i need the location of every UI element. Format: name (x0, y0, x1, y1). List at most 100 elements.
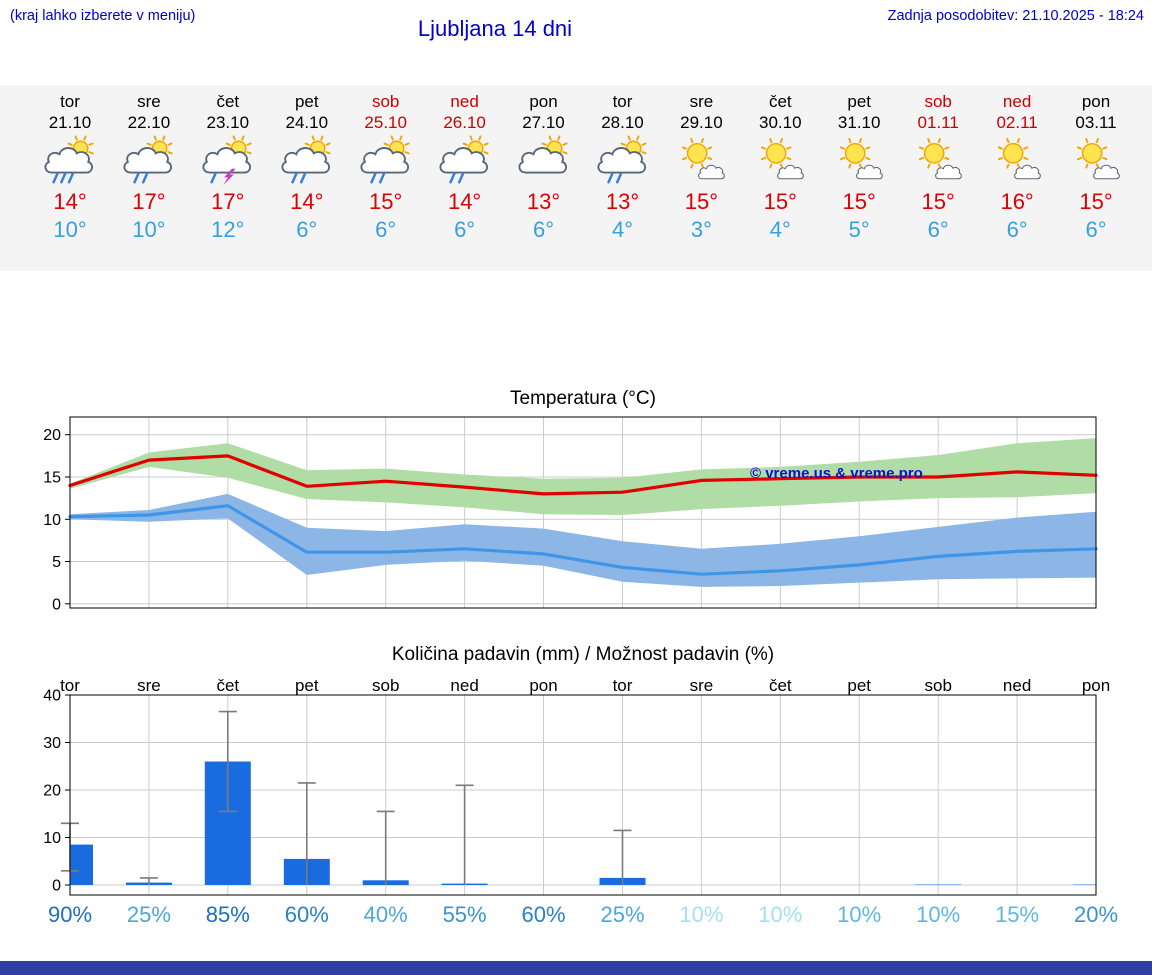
precip-probability: 20% (1073, 902, 1119, 927)
precip-probability: 15% (995, 902, 1040, 927)
max-temperature: 15° (921, 189, 955, 214)
temperature-chart-title: Temperatura (°C) (510, 388, 656, 409)
day-name: čet (768, 92, 792, 111)
day-date: 25.10 (364, 113, 407, 132)
day-date: 31.10 (837, 113, 881, 132)
min-temperature: 4° (611, 217, 634, 242)
precip-probability: 60% (284, 902, 329, 927)
day-column[interactable]: tor 21.10 14° 10° (28, 85, 112, 242)
precip-day-label: sob (372, 676, 399, 695)
sun-cloud-light-rain-icon (581, 135, 665, 187)
svg-text:20: 20 (43, 783, 61, 800)
mostly-sunny-icon (738, 135, 822, 187)
svg-text:10: 10 (43, 830, 61, 847)
day-name: pon (529, 92, 558, 111)
min-temperature: 3° (690, 217, 712, 242)
day-column[interactable]: sob 25.10 15° 6° (344, 85, 428, 242)
min-temperature: 10° (132, 217, 166, 242)
max-temperature: 15° (842, 189, 876, 214)
precip-probability: 40% (363, 902, 408, 927)
day-name: sob (924, 92, 952, 111)
min-temperature: 6° (375, 217, 397, 242)
precip-probability-row: 90% 25% 85% 60% 40% 55% 60% 25% 10% 10% 10% 10% 15% 2… (0, 902, 1152, 932)
day-column[interactable]: pet 31.10 15° 5° (817, 85, 901, 242)
precip-bar (1073, 884, 1096, 885)
day-name: ned (450, 92, 479, 111)
day-column[interactable]: čet 23.10 17° 12° (186, 85, 270, 242)
day-name: sob (371, 92, 400, 111)
precip-probability: 10% (758, 902, 803, 927)
day-date: 28.10 (601, 113, 644, 132)
mostly-sunny-icon (817, 135, 901, 187)
max-temperature: 14° (290, 189, 324, 214)
precip-day-label: sob (924, 676, 951, 695)
sun-cloud-light-rain-icon (107, 135, 191, 187)
day-column[interactable]: čet 30.10 15° 4° (738, 85, 822, 242)
precip-probability: 10% (837, 902, 882, 927)
precip-probability: 60% (521, 902, 566, 927)
svg-text:15: 15 (43, 470, 61, 487)
day-name: tor (612, 92, 633, 111)
day-date: 22.10 (127, 113, 171, 132)
max-temperature: 13° (605, 189, 640, 214)
min-temp-line (68, 504, 1098, 576)
svg-text:40: 40 (43, 688, 61, 705)
precip-chart-title: Količina padavin (mm) / Možnost padavin … (391, 644, 775, 665)
precip-day-label: čet (769, 676, 792, 695)
min-temperature: 12° (211, 217, 245, 242)
min-temperature: 6° (927, 217, 949, 242)
day-column[interactable]: pon 27.10 13° 6° (502, 85, 586, 242)
temperature-chart: 0 5 10 15 20 © vreme.us & vreme.pro (43, 416, 1098, 613)
mostly-sunny-icon (975, 135, 1059, 187)
svg-text:10: 10 (43, 512, 61, 529)
precip-day-label: ned (1003, 676, 1031, 695)
last-update: Zadnja posodobitev: 21.10.2025 - 18:24 (887, 8, 1144, 24)
sun-cloud-storm-icon (186, 135, 270, 187)
svg-text:5: 5 (52, 554, 61, 571)
watermark: © vreme.us & vreme.pro (750, 465, 923, 482)
day-name: sre (137, 92, 161, 111)
precip-day-label: ned (450, 676, 478, 695)
precip-day-label: čet (216, 676, 239, 695)
precip-probability: 10% (679, 902, 724, 927)
max-temperature: 15° (763, 189, 797, 214)
day-name: sre (689, 92, 714, 111)
forecast-days-strip: tor 21.10 14° 10° sre 22.10 17° 10° čet 23.10 17° 1… (0, 85, 1152, 271)
precip-probability: 25% (600, 902, 645, 927)
precip-bar (70, 844, 93, 885)
day-name: pet (847, 92, 871, 111)
day-column[interactable]: tor 28.10 13° 4° (581, 85, 665, 242)
max-temperature: 14° (53, 189, 87, 214)
min-temperature: 5° (848, 217, 870, 242)
max-temperature: 13° (526, 189, 561, 214)
mostly-sunny-icon (1054, 135, 1138, 187)
day-date: 03.11 (1075, 113, 1117, 132)
precip-probability: 55% (442, 902, 487, 927)
sun-cloud-light-rain-icon (265, 135, 349, 187)
day-name: čet (216, 92, 240, 111)
min-temperature: 6° (532, 217, 555, 242)
precip-probability: 25% (126, 902, 171, 927)
day-date: 23.10 (206, 113, 250, 132)
max-temperature: 16° (1000, 189, 1034, 214)
day-column[interactable]: sre 22.10 17° 10° (107, 85, 191, 242)
precip-day-label: sre (690, 676, 714, 695)
precip-day-label: tor (60, 676, 80, 695)
day-name: pet (294, 92, 319, 111)
day-column[interactable]: ned 02.11 16° 6° (975, 85, 1059, 242)
page-title: Ljubljana 14 dni (417, 16, 573, 41)
precip-day-label: pet (847, 676, 871, 695)
max-temperature: 17° (211, 189, 245, 214)
precip-day-label: pet (295, 676, 319, 695)
max-temperature: 15° (369, 189, 403, 214)
day-column[interactable]: pon 03.11 15° 6° (1054, 85, 1138, 242)
precip-day-label: sre (137, 676, 161, 695)
precip-day-label: pon (529, 676, 557, 695)
day-column[interactable]: ned 26.10 14° 6° (423, 85, 507, 242)
day-column[interactable]: sre 29.10 15° 3° (659, 85, 743, 242)
day-column[interactable]: sob 01.11 15° 6° (896, 85, 980, 242)
svg-text:20: 20 (43, 427, 61, 444)
day-column[interactable]: pet 24.10 14° 6° (265, 85, 349, 242)
min-temperature: 10° (53, 217, 87, 242)
footer-bar (0, 961, 1152, 975)
